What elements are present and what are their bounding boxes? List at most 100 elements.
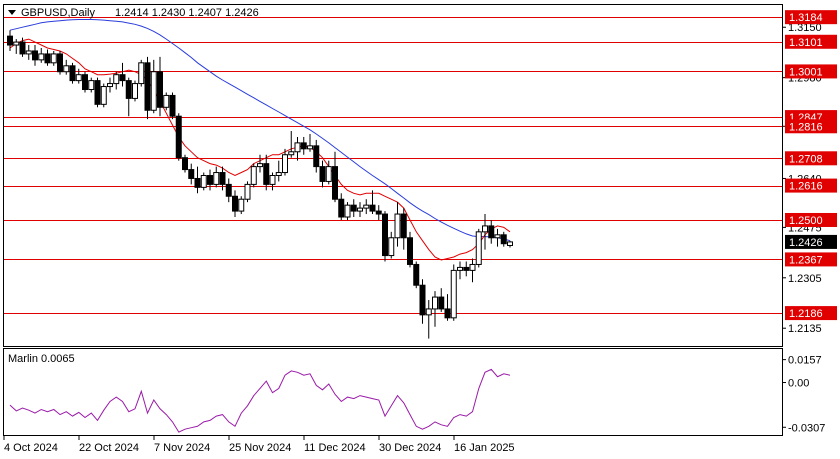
candle-bull bbox=[25, 50, 32, 55]
candle-bull bbox=[363, 204, 370, 209]
candle-bull bbox=[107, 83, 113, 88]
price-tick-label: 1.2305 bbox=[788, 273, 822, 285]
level-label: 1.2186 bbox=[789, 308, 823, 320]
candle-bear bbox=[300, 142, 307, 150]
candle-bear bbox=[232, 195, 238, 212]
level-label: 1.2616 bbox=[789, 181, 823, 193]
candle-bear bbox=[169, 94, 176, 117]
candle-bull bbox=[250, 166, 257, 185]
price-tick-label: 1.3150 bbox=[788, 22, 822, 34]
candle-bear bbox=[207, 175, 213, 185]
level-label-bg bbox=[785, 119, 837, 134]
candle-bear bbox=[157, 71, 163, 108]
candle-bear bbox=[488, 225, 495, 239]
candle-bull bbox=[238, 198, 245, 212]
chart-symbol-title: GBPUSD,Daily bbox=[21, 7, 95, 19]
current-price-bg bbox=[785, 234, 837, 249]
time-tick-label: 16 Jan 2025 bbox=[454, 442, 515, 454]
candle-bull bbox=[394, 213, 401, 239]
candle-bull bbox=[469, 263, 476, 271]
candle-bear bbox=[313, 145, 320, 168]
level-label: 1.2708 bbox=[789, 153, 823, 165]
indicator-tick-label: 0.0157 bbox=[788, 355, 822, 367]
candle-bear bbox=[375, 210, 382, 215]
candles-layer bbox=[7, 30, 513, 339]
level-label-bg bbox=[785, 34, 837, 49]
candle-bear bbox=[19, 41, 26, 55]
candle-bear bbox=[382, 213, 388, 257]
candle-bull bbox=[288, 151, 295, 156]
candle-bear bbox=[400, 213, 407, 239]
candle-bear bbox=[350, 204, 357, 212]
level-label-bg bbox=[785, 306, 837, 321]
level-label-bg bbox=[785, 10, 837, 25]
candle-bear bbox=[338, 198, 345, 218]
indicator-tick-label: 0.00 bbox=[788, 378, 809, 390]
candle-bear bbox=[44, 53, 51, 64]
candle-bear bbox=[7, 35, 13, 46]
candle-bull bbox=[450, 269, 457, 319]
candle-bear bbox=[94, 80, 101, 105]
time-tick-label: 30 Dec 2024 bbox=[379, 442, 441, 454]
time-tick-label: 25 Nov 2024 bbox=[229, 442, 291, 454]
level-label-bg bbox=[785, 64, 837, 79]
candle-bear bbox=[32, 50, 38, 61]
level-label: 1.3184 bbox=[789, 12, 823, 24]
candle-bear bbox=[263, 163, 270, 185]
candle-bull bbox=[425, 308, 432, 316]
candle-bear bbox=[319, 166, 326, 182]
level-label: 1.2367 bbox=[789, 254, 823, 266]
candle-bull bbox=[357, 207, 363, 212]
candle-bull bbox=[307, 145, 313, 150]
candle-bear bbox=[182, 157, 188, 171]
indicator-plot-frame bbox=[3, 348, 783, 436]
candle-bear bbox=[444, 308, 451, 319]
candle-bull bbox=[13, 41, 20, 46]
price-tick-label: 1.2135 bbox=[788, 323, 822, 335]
candle-bear bbox=[219, 172, 226, 185]
candle-bull bbox=[294, 142, 301, 153]
candle-bull bbox=[482, 225, 488, 233]
candle-bull bbox=[213, 172, 220, 185]
candle-bull bbox=[50, 53, 57, 64]
candle-bear bbox=[407, 237, 413, 265]
candle-bull bbox=[275, 172, 282, 177]
candle-bear bbox=[69, 65, 76, 82]
time-tick-label: 4 Oct 2024 bbox=[4, 442, 58, 454]
indicator-label: Marlin 0.0065 bbox=[8, 353, 75, 365]
candle-bear bbox=[419, 284, 426, 316]
current-price-label: 1.2426 bbox=[789, 237, 823, 249]
time-tick-label: 7 Nov 2024 bbox=[154, 442, 210, 454]
candle-bull bbox=[138, 62, 145, 85]
candle-bear bbox=[125, 80, 132, 99]
level-label-bg bbox=[785, 212, 837, 227]
candle-bull bbox=[163, 94, 170, 108]
candle-bear bbox=[332, 166, 338, 200]
candle-bull bbox=[257, 163, 263, 168]
candle-bear bbox=[144, 62, 151, 111]
level-label: 1.2816 bbox=[789, 121, 823, 133]
candle-bull bbox=[200, 175, 207, 188]
candle-bear bbox=[188, 169, 195, 179]
time-tick-label: 11 Dec 2024 bbox=[304, 442, 366, 454]
candle-bull bbox=[432, 296, 438, 310]
level-label-bg bbox=[785, 151, 837, 166]
candle-bull bbox=[38, 53, 45, 61]
price-axis: 1.31501.29801.28161.26401.24751.23051.21… bbox=[782, 10, 837, 335]
candle-bull bbox=[475, 231, 482, 265]
candle-bull bbox=[388, 237, 395, 257]
candle-bull bbox=[88, 80, 95, 91]
marlin-line bbox=[9, 368, 511, 433]
candle-bull bbox=[75, 74, 82, 82]
candle-bull bbox=[244, 183, 251, 200]
dropdown-triangle-icon[interactable] bbox=[8, 10, 16, 15]
candle-bear bbox=[413, 263, 420, 286]
ma-slow-line bbox=[9, 19, 511, 242]
candle-bear bbox=[175, 115, 182, 159]
candle-bear bbox=[438, 296, 445, 310]
level-label: 1.3101 bbox=[789, 37, 823, 49]
candle-bull bbox=[150, 71, 157, 111]
candle-bull bbox=[63, 65, 70, 73]
level-label: 1.2500 bbox=[789, 215, 823, 227]
